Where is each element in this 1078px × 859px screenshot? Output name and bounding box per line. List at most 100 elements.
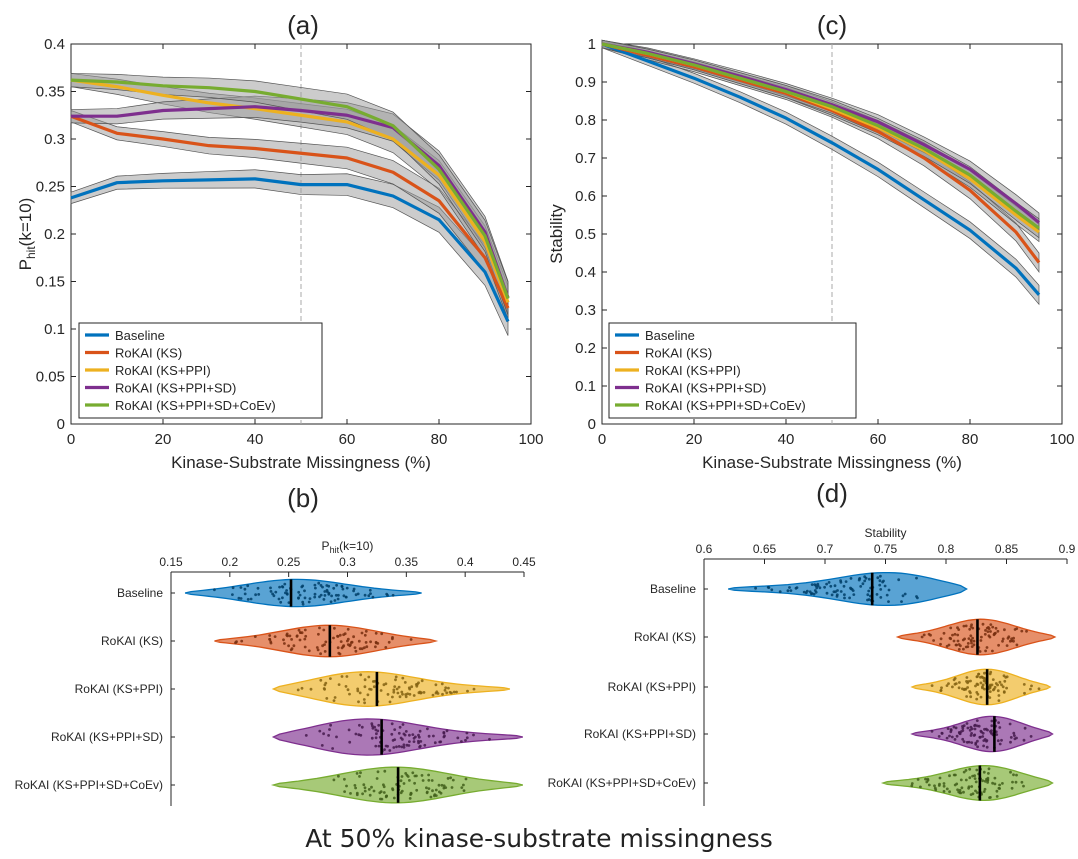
data-point	[978, 650, 982, 653]
data-point	[313, 595, 317, 599]
data-point	[281, 596, 284, 600]
data-point	[281, 585, 285, 589]
data-point	[338, 652, 342, 656]
data-point	[456, 736, 460, 740]
violin-shape	[728, 571, 968, 607]
data-point	[321, 585, 324, 589]
data-point	[320, 744, 324, 747]
data-point	[933, 786, 937, 790]
data-point	[348, 692, 351, 696]
x-tick-label: 0.2	[221, 555, 238, 569]
data-point	[401, 738, 404, 741]
data-point	[849, 577, 853, 580]
data-point	[1012, 731, 1016, 735]
data-point	[1029, 735, 1033, 738]
data-point	[975, 697, 979, 701]
data-point	[867, 589, 871, 593]
data-point	[878, 583, 882, 587]
data-point	[1020, 629, 1024, 633]
data-point	[395, 745, 398, 749]
data-point	[303, 596, 307, 600]
data-point	[883, 584, 887, 588]
data-point	[325, 584, 329, 587]
data-point	[318, 626, 321, 630]
y-tick-label: 0.15	[36, 274, 65, 291]
data-point	[983, 632, 987, 636]
category-label: RoKAI (KS+PPI+SD+CoEv)	[15, 778, 163, 792]
data-point	[358, 723, 361, 727]
data-point	[343, 790, 346, 793]
data-point	[394, 678, 397, 682]
data-point	[981, 622, 985, 626]
data-point	[942, 790, 946, 793]
data-point	[253, 635, 257, 638]
data-point	[966, 645, 970, 649]
data-point	[332, 699, 336, 702]
data-point	[329, 723, 332, 727]
data-point	[976, 739, 979, 743]
data-point	[375, 732, 378, 736]
violin-panel-b: 0.15 0.2 0.25 0.3 0.35 0.4 0.45 Phit(k=10) (b) Ba…	[15, 483, 536, 806]
data-point	[970, 727, 974, 731]
data-point	[417, 681, 420, 685]
y-tick-label: 0.7	[575, 150, 596, 167]
data-point	[309, 687, 313, 691]
data-point	[994, 626, 998, 630]
data-point	[963, 637, 966, 641]
data-point	[940, 732, 944, 735]
panel-label: (d)	[816, 478, 848, 508]
data-point	[408, 692, 412, 696]
data-point	[407, 686, 411, 690]
y-tick-label: 0.9	[575, 74, 596, 91]
data-point	[786, 589, 790, 593]
data-point	[1003, 679, 1007, 683]
data-point	[897, 578, 901, 582]
data-point	[449, 776, 452, 780]
data-point	[356, 592, 360, 596]
data-point	[391, 637, 394, 641]
data-point	[969, 639, 973, 643]
x-tick-label: 0.15	[159, 555, 183, 569]
data-point	[1010, 637, 1013, 641]
data-point	[397, 745, 401, 748]
data-point	[452, 690, 456, 694]
data-point	[316, 648, 320, 652]
data-point	[839, 580, 843, 584]
data-point	[363, 789, 367, 793]
x-tick-label: 0.85	[995, 542, 1019, 556]
data-point	[314, 586, 317, 590]
data-point	[915, 595, 918, 598]
data-point	[980, 635, 983, 639]
data-point	[979, 681, 983, 685]
data-point	[418, 729, 422, 733]
data-point	[336, 646, 340, 650]
data-point	[363, 633, 367, 637]
data-point	[304, 634, 308, 638]
y-tick-label: 0.05	[36, 369, 65, 386]
data-point	[969, 634, 973, 638]
violin-shape	[184, 578, 422, 608]
data-point	[393, 728, 397, 731]
data-point	[995, 789, 999, 793]
data-point	[307, 649, 311, 653]
data-point	[360, 725, 364, 729]
data-point	[279, 600, 283, 604]
data-point	[243, 592, 247, 596]
data-point	[1015, 773, 1018, 777]
data-point	[464, 777, 468, 781]
data-point	[308, 597, 312, 600]
data-point	[981, 683, 985, 687]
data-point	[290, 647, 294, 651]
data-point	[981, 735, 985, 738]
data-point	[379, 689, 383, 692]
data-point	[984, 649, 987, 653]
data-point	[825, 582, 828, 586]
data-point	[436, 692, 440, 695]
panel-label: (c)	[817, 10, 847, 40]
data-point	[973, 724, 976, 728]
data-point	[1001, 685, 1005, 689]
series-line	[601, 42, 1041, 296]
data-point	[959, 730, 963, 733]
data-point	[380, 632, 384, 636]
data-point	[844, 580, 848, 583]
